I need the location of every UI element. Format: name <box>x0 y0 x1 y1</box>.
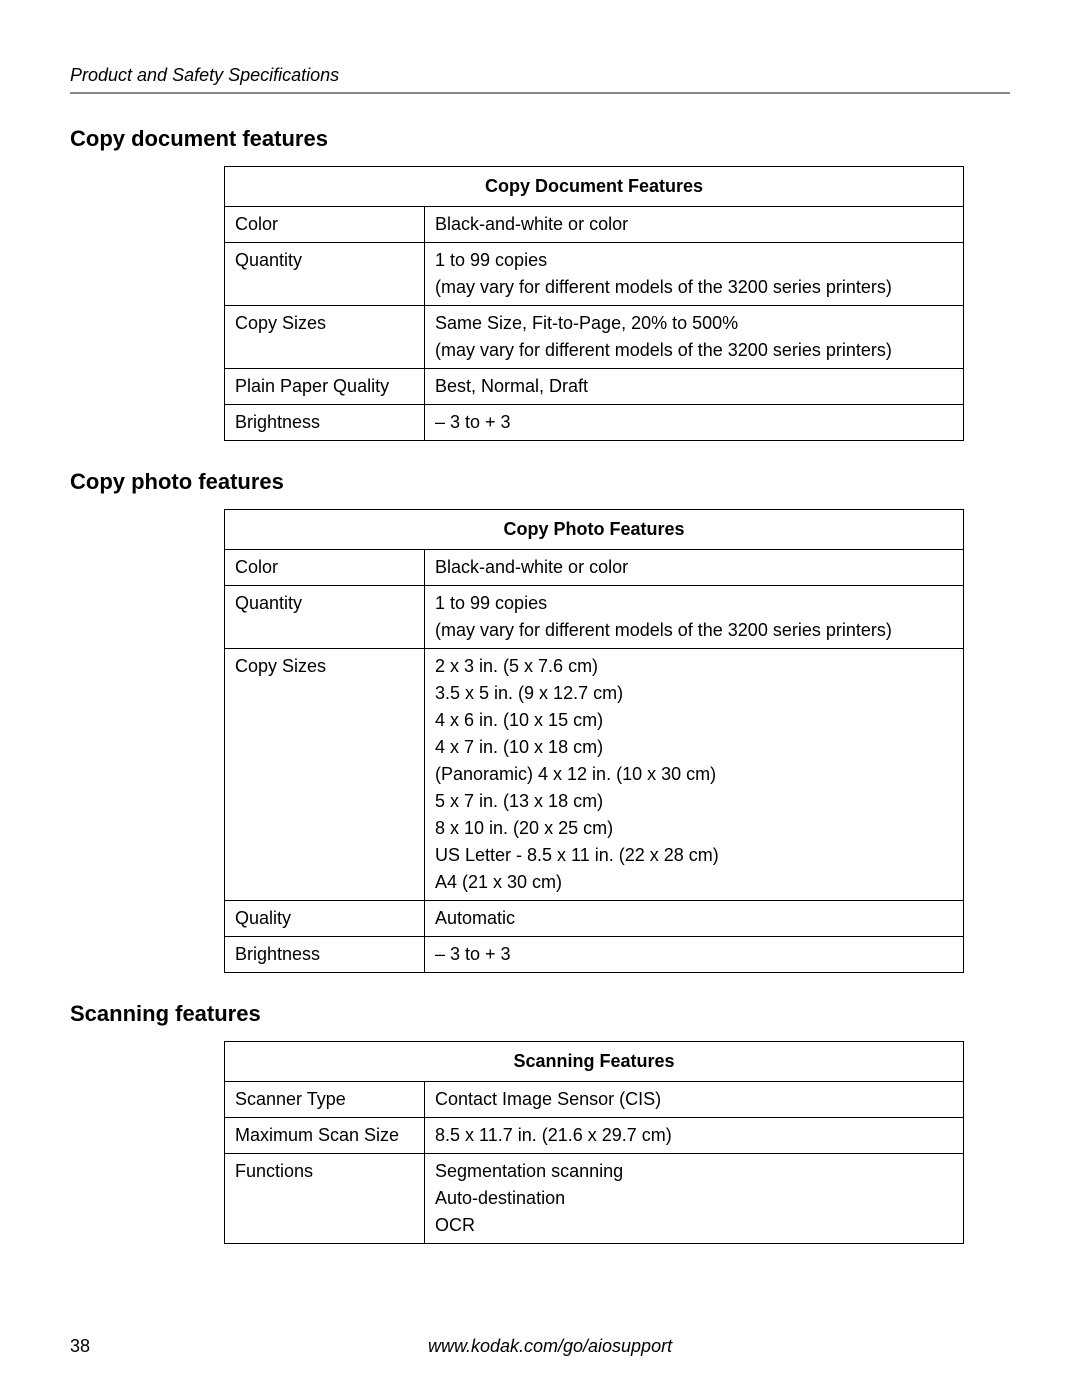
spec-value: Best, Normal, Draft <box>425 369 964 405</box>
page-number: 38 <box>70 1336 90 1357</box>
spec-value: Contact Image Sensor (CIS) <box>425 1082 964 1118</box>
table-row: Brightness – 3 to + 3 <box>225 937 964 973</box>
spec-value: 1 to 99 copies(may vary for different mo… <box>425 586 964 649</box>
table-copy-photo: Copy Photo Features Color Black-and-whit… <box>224 509 964 973</box>
spec-label: Color <box>225 207 425 243</box>
table-row: Quality Automatic <box>225 901 964 937</box>
table-row: Functions Segmentation scanningAuto-dest… <box>225 1154 964 1244</box>
running-header: Product and Safety Specifications <box>70 65 1010 94</box>
section-copy-document: Copy document features Copy Document Fea… <box>70 126 1010 441</box>
spec-label: Quantity <box>225 243 425 306</box>
table-title: Copy Document Features <box>225 167 964 207</box>
spec-label: Maximum Scan Size <box>225 1118 425 1154</box>
spec-value: – 3 to + 3 <box>425 405 964 441</box>
spec-label: Quantity <box>225 586 425 649</box>
spec-value: – 3 to + 3 <box>425 937 964 973</box>
table-row: Brightness – 3 to + 3 <box>225 405 964 441</box>
table-row: Plain Paper Quality Best, Normal, Draft <box>225 369 964 405</box>
spec-value: Black-and-white or color <box>425 207 964 243</box>
table-row: Copy Sizes 2 x 3 in. (5 x 7.6 cm)3.5 x 5… <box>225 649 964 901</box>
table-row: Color Black-and-white or color <box>225 550 964 586</box>
spec-label: Plain Paper Quality <box>225 369 425 405</box>
spec-value: 2 x 3 in. (5 x 7.6 cm)3.5 x 5 in. (9 x 1… <box>425 649 964 901</box>
spec-value: Automatic <box>425 901 964 937</box>
table-row: Color Black-and-white or color <box>225 207 964 243</box>
table-row: Quantity 1 to 99 copies(may vary for dif… <box>225 586 964 649</box>
spec-value: Segmentation scanningAuto-destinationOCR <box>425 1154 964 1244</box>
spec-label: Copy Sizes <box>225 649 425 901</box>
spec-label: Scanner Type <box>225 1082 425 1118</box>
table-title: Scanning Features <box>225 1042 964 1082</box>
footer-url: www.kodak.com/go/aiosupport <box>70 1336 1010 1357</box>
section-heading: Scanning features <box>70 1001 1010 1027</box>
page: Product and Safety Specifications Copy d… <box>0 0 1080 1397</box>
spec-value: 8.5 x 11.7 in. (21.6 x 29.7 cm) <box>425 1118 964 1154</box>
table-row: Copy Sizes Same Size, Fit-to-Page, 20% t… <box>225 306 964 369</box>
table-row: Quantity 1 to 99 copies(may vary for dif… <box>225 243 964 306</box>
spec-value: 1 to 99 copies(may vary for different mo… <box>425 243 964 306</box>
spec-label: Color <box>225 550 425 586</box>
table-row: Maximum Scan Size 8.5 x 11.7 in. (21.6 x… <box>225 1118 964 1154</box>
table-row: Scanner Type Contact Image Sensor (CIS) <box>225 1082 964 1118</box>
spec-label: Functions <box>225 1154 425 1244</box>
section-copy-photo: Copy photo features Copy Photo Features … <box>70 469 1010 973</box>
spec-value: Same Size, Fit-to-Page, 20% to 500%(may … <box>425 306 964 369</box>
section-heading: Copy photo features <box>70 469 1010 495</box>
spec-label: Brightness <box>225 937 425 973</box>
spec-label: Copy Sizes <box>225 306 425 369</box>
spec-label: Brightness <box>225 405 425 441</box>
section-scanning: Scanning features Scanning Features Scan… <box>70 1001 1010 1244</box>
page-footer: 38 www.kodak.com/go/aiosupport <box>70 1336 1010 1357</box>
table-title: Copy Photo Features <box>225 510 964 550</box>
table-copy-document: Copy Document Features Color Black-and-w… <box>224 166 964 441</box>
spec-value: Black-and-white or color <box>425 550 964 586</box>
spec-label: Quality <box>225 901 425 937</box>
section-heading: Copy document features <box>70 126 1010 152</box>
table-scanning: Scanning Features Scanner Type Contact I… <box>224 1041 964 1244</box>
